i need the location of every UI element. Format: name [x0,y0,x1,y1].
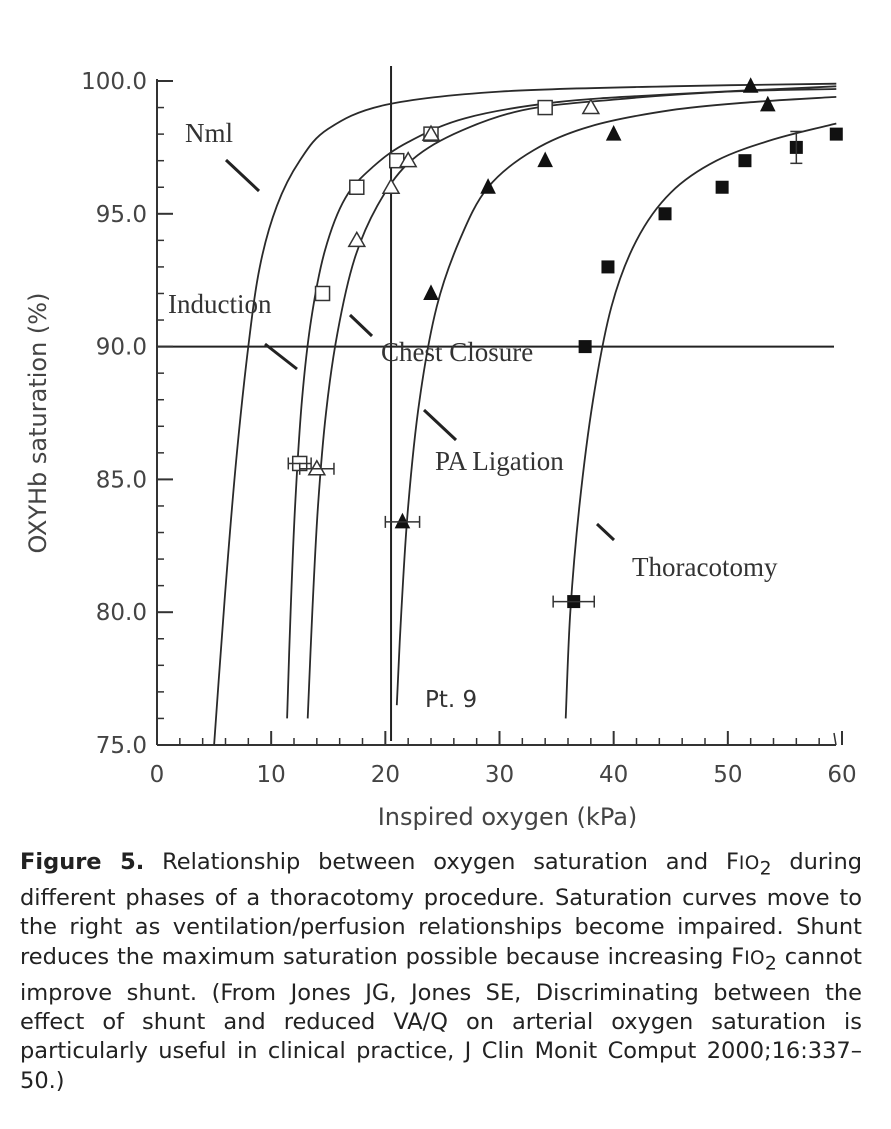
data-points [287,77,843,609]
thoracotomy-point [715,180,729,194]
thoracotomy-point [829,127,843,141]
annotation-nml: Nml [185,118,233,148]
leader-line-pa-ligation [422,408,458,442]
curve-thoracotomy [564,122,837,719]
leader-line-chest-closure [348,313,374,338]
figure-caption: Figure 5. Relationship between oxygen sa… [20,848,862,1096]
pa_ligation-point [605,125,622,141]
pa_ligation-point [423,284,439,300]
thoracotomy-point [578,340,592,354]
oxygen-saturation-chart: 75.0 80.0 85.0 90.0 95.0 100.0 0 10 20 30 40 50 60 In… [24,66,857,831]
pa_ligation-point [537,151,553,168]
chest_closure-point [421,124,441,141]
pa_ligation-point [742,77,759,93]
x-tick-label: 40 [599,762,628,788]
pa_ligation-point [394,512,411,529]
y-axis-title: OXYHb saturation (%) [24,293,52,554]
fio2-symbol: FIO2 [731,943,777,975]
annotation-pa-ligation: PA Ligation [435,446,564,476]
annotation-induction: Induction [168,289,272,319]
x-tick-label: 0 [150,762,165,788]
chest_closure-point [307,459,327,476]
x-tick-label: 50 [713,762,742,788]
leader-line-thoracotomy [595,522,616,542]
y-tick-label: 85.0 [96,467,147,493]
axes: 75.0 80.0 85.0 90.0 95.0 100.0 0 10 20 30 40 50 60 In… [24,69,857,831]
y-tick-label: 90.0 [96,335,147,361]
caption-text-3: cannot improve shunt. (From Jones JG, Jo… [20,943,863,1094]
chest_closure-point [347,230,367,248]
curve-induction [286,85,837,719]
chest_closure-point [381,177,401,194]
chest_closure-point [398,151,418,168]
annotation-patient: Pt. 9 [425,687,477,713]
x-axis-title: Inspired oxygen (kPa) [378,803,638,831]
annotation-chest-closure: Chest Closure [381,337,533,367]
y-tick-label: 80.0 [96,600,147,626]
x-tick-label: 10 [257,762,286,788]
curve-chest_closure [306,88,837,719]
chest_closure-point [581,98,601,115]
curve-pa_ligation [395,96,837,706]
pa_ligation-point [480,178,496,194]
figure-label: Figure 5. [20,849,145,875]
leader-line-nml [224,158,261,193]
saturation-curves [213,82,837,746]
reference-lines [157,66,834,741]
y-tick-label: 75.0 [96,733,147,759]
x-tick-label: 30 [485,762,514,788]
annotations: Nml Induction Chest Closure PA Ligation … [168,118,778,713]
x-tick-label: 20 [371,762,400,788]
thoracotomy-point [601,260,615,274]
induction-point [314,285,331,302]
pa_ligation-point [759,95,776,112]
caption-text-1: Relationship between oxygen saturation a… [144,849,726,875]
caption-text-2: during different phases of a thoracotomy… [20,849,862,970]
annotation-thoracotomy: Thoracotomy [632,552,778,582]
induction-point [349,179,365,195]
thoracotomy-point [738,154,752,168]
fio2-symbol: FIO2 [725,849,772,880]
y-tick-label: 95.0 [96,202,147,228]
induction-point [537,99,553,116]
x-tick-label: 60 [827,762,856,788]
leader-line-induction [264,342,298,371]
y-tick-label: 100.0 [81,69,147,95]
x-axis-end-mark [833,732,837,746]
thoracotomy-point [658,207,672,221]
curve-nml [213,82,837,746]
